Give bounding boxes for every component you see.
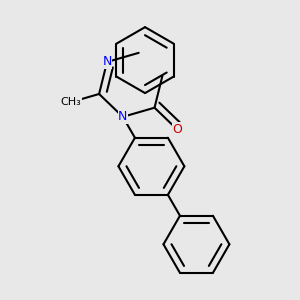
Text: N: N <box>102 56 112 68</box>
Text: N: N <box>118 110 128 123</box>
Text: O: O <box>172 123 182 136</box>
Text: CH₃: CH₃ <box>60 97 81 107</box>
